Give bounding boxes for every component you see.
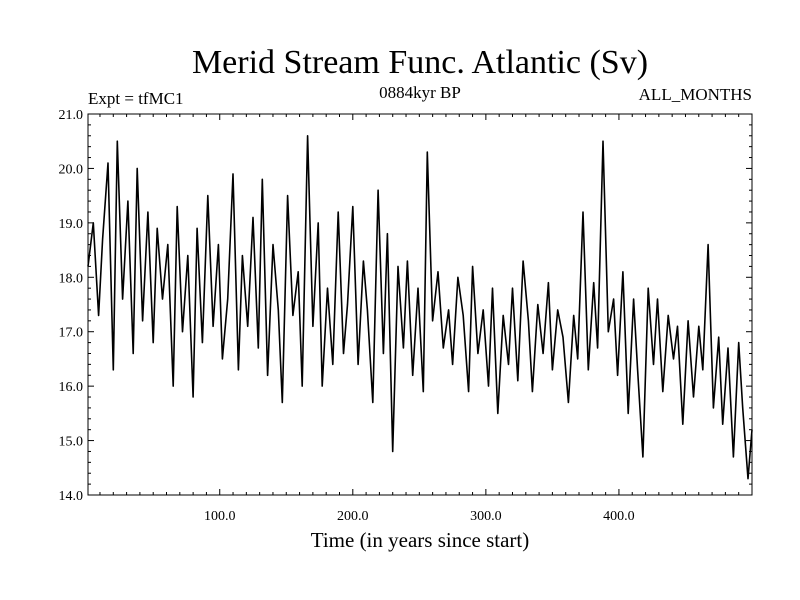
y-tick-label: 20.0	[59, 162, 84, 177]
x-axis: 100.0 200.0 300.0 400.0	[99, 114, 740, 524]
y-axis: 14.0 15.0 16.0 17.0 18.0 19.0 20.0 21.0	[59, 108, 752, 504]
experiment-label: Expt = tfMC1	[88, 89, 184, 108]
y-tick-label: 14.0	[59, 489, 84, 504]
x-tick-label: 400.0	[603, 509, 635, 524]
y-tick-label: 17.0	[59, 326, 84, 341]
months-label: ALL_MONTHS	[639, 85, 752, 104]
y-tick-label: 18.0	[59, 271, 84, 286]
x-axis-label: Time (in years since start)	[311, 528, 530, 552]
y-tick-label: 16.0	[59, 380, 84, 395]
plot-frame	[87, 113, 753, 496]
x-tick-label: 300.0	[470, 509, 502, 524]
chart-title: Merid Stream Func. Atlantic (Sv)	[192, 44, 648, 81]
y-tick-label: 19.0	[59, 217, 84, 232]
x-tick-label: 200.0	[337, 509, 369, 524]
series-line	[87, 135, 753, 480]
y-tick-label: 15.0	[59, 435, 84, 450]
y-tick-label: 21.0	[59, 108, 84, 123]
x-tick-label: 100.0	[204, 509, 236, 524]
period-label: 0884kyr BP	[379, 83, 461, 102]
